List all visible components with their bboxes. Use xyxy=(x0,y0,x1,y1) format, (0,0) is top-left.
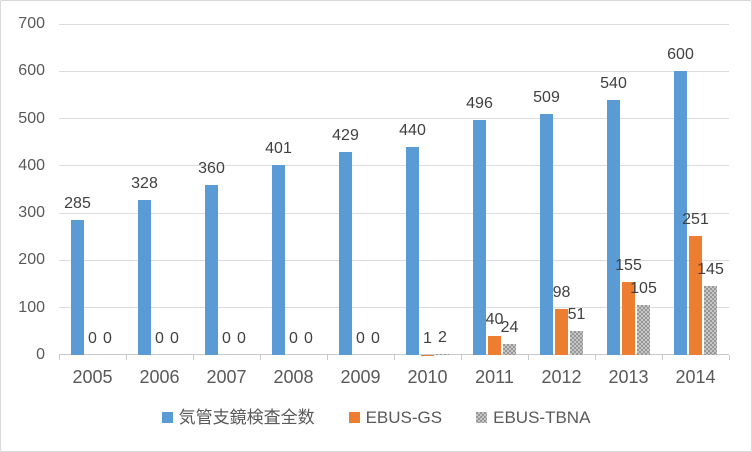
bar-ebus-tbna-2014[interactable] xyxy=(704,286,717,355)
bar-value-label: 0 xyxy=(237,330,246,347)
bar-value-label: 2 xyxy=(438,329,447,347)
bar-value-label: 0 xyxy=(222,330,231,347)
x-axis-category-label: 2007 xyxy=(206,367,247,387)
y-axis-tick-label: 500 xyxy=(18,109,45,127)
bar-ebus-tbna-2012[interactable] xyxy=(570,330,583,355)
bar-value-label: 285 xyxy=(64,195,91,213)
x-axis-category-label: 2010 xyxy=(407,367,448,387)
bar-value-label: 540 xyxy=(600,74,627,92)
x-axis-tick xyxy=(461,355,462,360)
x-axis-tick xyxy=(528,355,529,360)
bar-value-label: 0 xyxy=(155,330,164,347)
bar-value-label: 145 xyxy=(697,261,724,279)
bar-value-label: 401 xyxy=(265,140,292,158)
gridline xyxy=(59,118,729,120)
bar-value-label: 24 xyxy=(500,318,519,336)
bar-ebus-tbna-2010[interactable] xyxy=(436,354,449,355)
legend-label: 気管支鏡検査全数 xyxy=(178,408,315,427)
x-axis-category-label: 2014 xyxy=(675,367,716,387)
bar-ebus-gs-2013[interactable] xyxy=(622,281,635,355)
legend: 気管支鏡検査全数 EBUS-GS EBUS-TBNA xyxy=(1,407,751,428)
bar-ebus-tbna-2013[interactable] xyxy=(637,305,650,355)
bar-value-label: 51 xyxy=(567,305,586,323)
bar-value-label: 98 xyxy=(552,283,571,301)
legend-label: EBUS-TBNA xyxy=(493,408,591,427)
bar-bronchoscopy-total-2012[interactable] xyxy=(540,114,553,355)
bar-value-label: 440 xyxy=(399,121,426,139)
x-axis-category-label: 2006 xyxy=(139,367,180,387)
bar-value-label: 600 xyxy=(667,46,694,64)
bar-value-label: 360 xyxy=(198,159,225,177)
x-axis-tick xyxy=(729,355,730,360)
x-axis-tick xyxy=(126,355,127,360)
x-axis-category-label: 2013 xyxy=(608,367,649,387)
y-axis-tick-label: 400 xyxy=(18,156,45,174)
bar-ebus-gs-2012[interactable] xyxy=(555,308,568,355)
bar-bronchoscopy-total-2009[interactable] xyxy=(339,152,352,355)
bar-value-label: 0 xyxy=(289,330,298,347)
x-axis-tick xyxy=(662,355,663,360)
bar-bronchoscopy-total-2007[interactable] xyxy=(205,184,218,355)
gridline xyxy=(59,70,729,72)
gridline xyxy=(59,165,729,167)
bar-value-label: 0 xyxy=(88,330,97,347)
x-axis-tick xyxy=(595,355,596,360)
legend-swatch-ebus-tbna xyxy=(476,412,488,423)
bar-bronchoscopy-total-2006[interactable] xyxy=(138,199,151,355)
bar-bronchoscopy-total-2011[interactable] xyxy=(473,120,486,355)
bar-value-label: 0 xyxy=(356,330,365,347)
bar-value-label: 0 xyxy=(103,330,112,347)
x-axis-tick xyxy=(327,355,328,360)
bar-bronchoscopy-total-2010[interactable] xyxy=(406,146,419,355)
x-axis-category-label: 2005 xyxy=(72,367,113,387)
bar-value-label: 40 xyxy=(485,311,504,329)
legend-item-bronchoscopy-total[interactable]: 気管支鏡検査全数 xyxy=(161,407,315,428)
bar-value-label: 251 xyxy=(682,211,709,229)
gridline xyxy=(59,259,729,261)
bar-value-label: 328 xyxy=(131,174,158,192)
bar-bronchoscopy-total-2013[interactable] xyxy=(607,99,620,355)
x-axis-tick xyxy=(59,355,60,360)
plot-area: 285 0 0 328 0 0 360 0 0 401 0 0 429 0 0 440 1 2 496 40 24 509… xyxy=(59,23,729,355)
x-axis-line xyxy=(59,354,729,355)
x-axis-tick xyxy=(193,355,194,360)
x-axis-category-label: 2009 xyxy=(340,367,381,387)
legend-swatch-bronchoscopy-total xyxy=(161,412,173,423)
bar-bronchoscopy-total-2014[interactable] xyxy=(674,71,687,355)
bar-value-label: 0 xyxy=(304,330,313,347)
x-axis-category-label: 2011 xyxy=(475,367,514,387)
bar-ebus-gs-2014[interactable] xyxy=(689,236,702,355)
bar-value-label: 509 xyxy=(533,89,560,107)
y-axis-tick-label: 600 xyxy=(18,62,45,80)
legend-label: EBUS-GS xyxy=(365,408,443,427)
y-axis-tick-label: 0 xyxy=(36,346,45,363)
x-axis-category-label: 2008 xyxy=(273,367,314,387)
bar-value-label: 496 xyxy=(466,95,493,113)
gridline xyxy=(59,23,729,25)
bar-value-label: 155 xyxy=(615,256,642,274)
bar-value-label: 0 xyxy=(371,330,380,347)
bar-value-label: 1 xyxy=(423,329,432,347)
y-axis-tick-label: 300 xyxy=(18,204,45,222)
bar-value-label: 105 xyxy=(630,280,657,298)
y-axis-tick-label: 200 xyxy=(18,251,45,269)
legend-item-ebus-gs[interactable]: EBUS-GS xyxy=(348,407,443,428)
bar-bronchoscopy-total-2008[interactable] xyxy=(272,165,285,355)
y-axis-tick-label: 100 xyxy=(18,298,45,316)
gridline xyxy=(59,212,729,214)
bar-value-label: 429 xyxy=(332,127,359,145)
x-axis-category-label: 2012 xyxy=(541,367,582,387)
legend-swatch-ebus-gs xyxy=(348,412,360,423)
legend-item-ebus-tbna[interactable]: EBUS-TBNA xyxy=(476,407,590,428)
bar-ebus-tbna-2011[interactable] xyxy=(503,343,516,355)
bar-ebus-gs-2011[interactable] xyxy=(488,336,501,355)
bar-value-label: 0 xyxy=(170,330,179,347)
y-axis-tick-label: 700 xyxy=(18,15,45,32)
x-axis-tick xyxy=(394,355,395,360)
bar-bronchoscopy-total-2005[interactable] xyxy=(71,220,84,355)
x-axis-tick xyxy=(260,355,261,360)
gridline xyxy=(59,307,729,309)
